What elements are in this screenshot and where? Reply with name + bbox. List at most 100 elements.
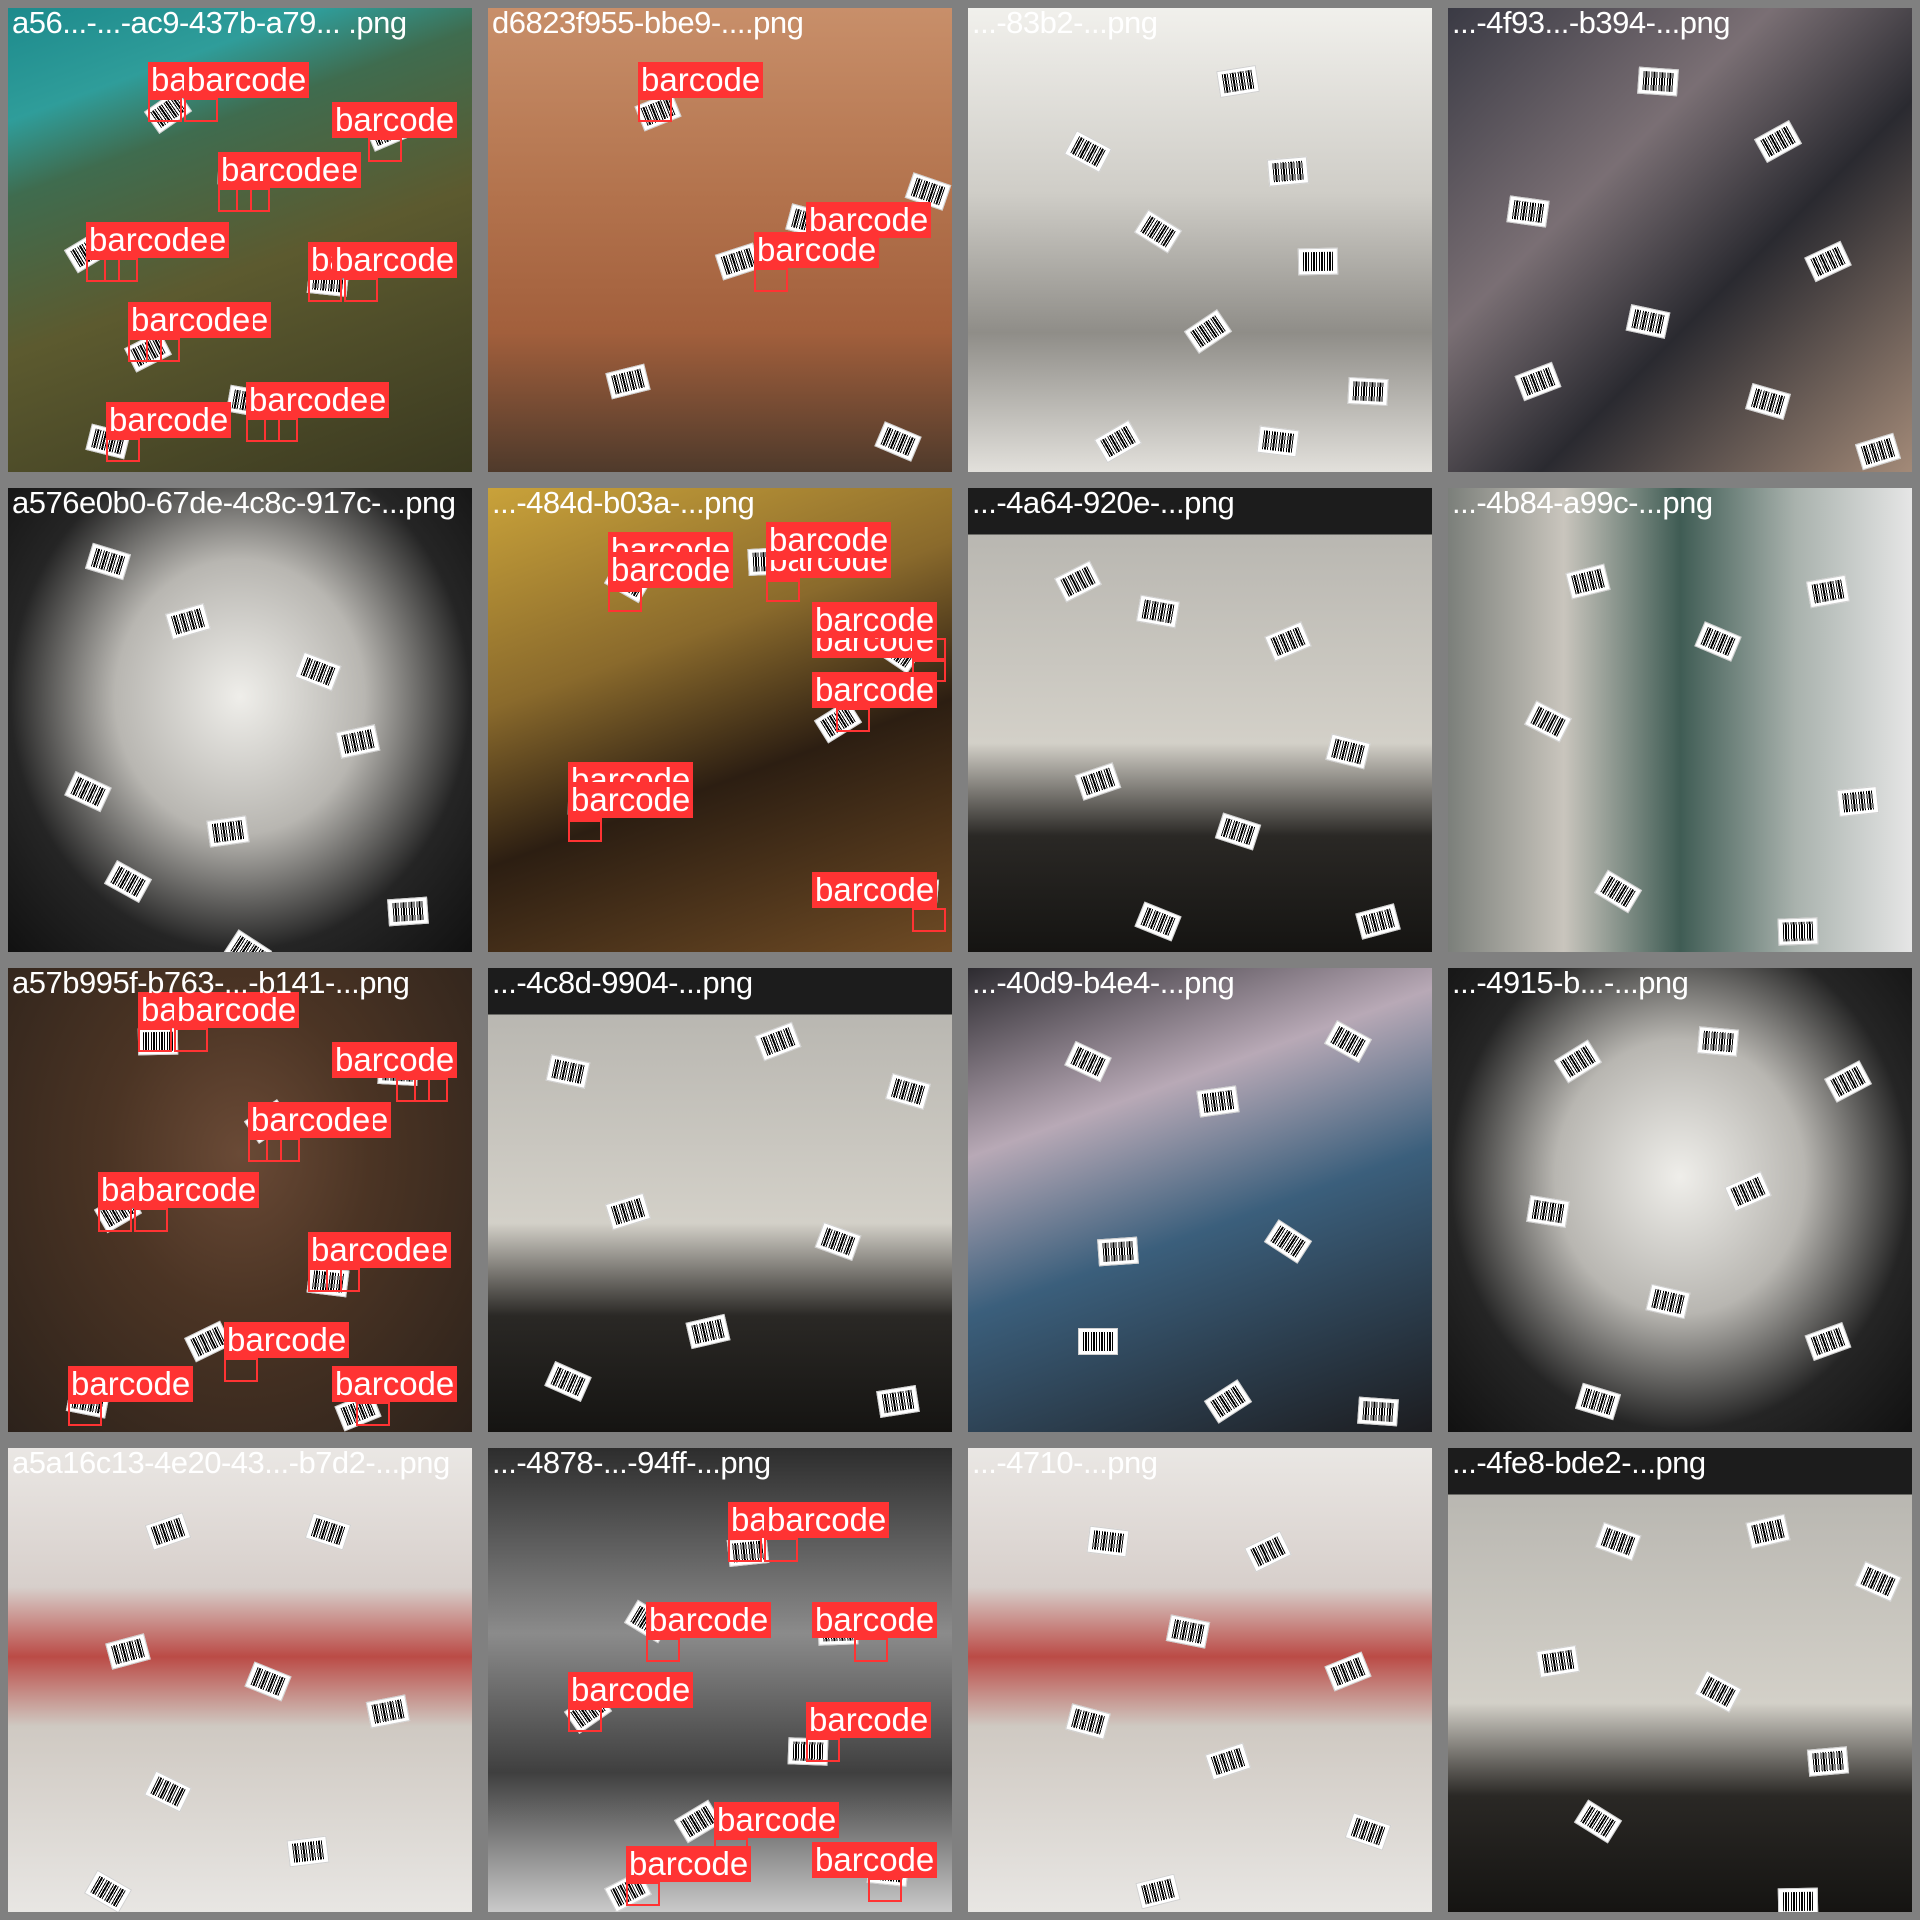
barcode-sticker [1086,1525,1130,1558]
tile-filename-label: a56...-...-ac9-437b-a79... .png [12,8,407,40]
detection-box [174,1028,208,1052]
tile-filename-label: ...-4a64-920e-...png [972,488,1235,520]
tile-photo [1448,488,1912,952]
mosaic-tile: barcode barcode barcode d6823f955-bbe9-....… [488,8,952,472]
detection-label: barcode [812,1602,938,1638]
tile-filename-label: d6823f955-bbe9-....png [492,8,804,40]
detection-label: barcode [308,1232,434,1268]
detection-label: barcode [332,1366,458,1402]
detection-box [912,638,946,662]
detection-box [266,1138,300,1162]
tile-photo [1448,8,1912,472]
tile-photo [968,488,1432,952]
barcode-sticker [1196,1085,1240,1118]
detection-box [868,1878,902,1902]
detection-box [224,1358,258,1382]
barcode-sticker [1637,66,1679,97]
tile-filename-label: ...-4c8d-9904-...png [492,968,753,1000]
mosaic-tile: a576e0b0-67de-4c8c-917c-...png [8,488,472,952]
detection-box [326,1268,360,1292]
detection-box [344,278,378,302]
detection-box [568,1708,602,1732]
detection-box [836,708,870,732]
detection-box [754,268,788,292]
detection-label: barcode [68,1366,194,1402]
detection-box [134,1208,168,1232]
detection-box [104,258,138,282]
detection-box [646,1638,680,1662]
detection-label: barcode [812,672,938,708]
detection-box [806,1738,840,1762]
detection-label: barcode [638,62,764,98]
barcode-sticker [1836,785,1880,818]
detection-box [414,1078,448,1102]
barcode-sticker [286,1835,330,1868]
barcode-sticker [1078,1328,1118,1355]
barcode-sticker [1696,1026,1740,1057]
detection-box [308,278,342,302]
detection-box [854,1638,888,1662]
detection-label: barcode [568,1672,694,1708]
tile-filename-label: ...-4710-...png [972,1448,1158,1480]
detection-box [86,258,120,282]
barcode-sticker [1777,917,1819,946]
barcode-sticker [1806,1746,1850,1777]
barcode-sticker [1347,376,1389,407]
detection-box [264,418,298,442]
mosaic-tile: ...-40d9-b4e4-...png [968,968,1432,1432]
detection-label: barcode [568,782,694,818]
tile-filename-label: ...-83b2-...png [972,8,1158,40]
detection-box [766,558,800,582]
detection-label: barcode [174,992,300,1028]
tile-photo [8,488,472,952]
detection-box [138,1028,172,1052]
detection-label: barcode [714,1802,840,1838]
mosaic-tile: ...-4fe8-bde2-...png [1448,1448,1912,1912]
detection-label: barcode [134,1172,260,1208]
tile-filename-label: ...-4f93...-b394-...png [1452,8,1731,40]
detection-label: barcode [766,522,892,558]
tile-filename-label: ...-40d9-b4e4-...png [972,968,1235,1000]
mosaic-tile: barcode barcode barcode barcode barcode barco… [488,488,952,952]
detection-box [246,418,280,442]
tile-photo [1448,968,1912,1432]
tile-photo [1448,1448,1912,1912]
detection-label: barcode [218,152,344,188]
detection-label: barcode [332,102,458,138]
detection-box [608,588,642,612]
barcode-sticker [1357,1396,1399,1427]
mosaic-tile: barcode barcode barcode barcode barcode barco… [8,8,472,472]
barcode-sticker [1777,1887,1819,1912]
detection-box [308,1268,342,1292]
detection-label: barcode [806,1702,932,1738]
mosaic-tile: ...-4f93...-b394-...png [1448,8,1912,472]
detection-label: barcode [608,552,734,588]
mosaic-tile: barcode barcode barcode barcode barcode barco… [8,968,472,1432]
detection-box [368,138,402,162]
detection-box [626,1882,660,1906]
detection-label: barcode [646,1602,772,1638]
detection-box [236,188,270,212]
barcode-sticker [1266,156,1310,187]
detection-label: barcode [128,302,254,338]
barcode-sticker [1256,425,1300,458]
tile-photo [488,968,952,1432]
tile-filename-label: ...-4b84-a99c-...png [1452,488,1713,520]
detection-label: barcode [224,1322,350,1358]
detection-box [106,438,140,462]
detection-box [98,1208,132,1232]
detection-box [912,908,946,932]
tile-filename-label: a57b995f-b763-...-b141-...png [12,968,410,1000]
barcode-sticker [1097,1236,1139,1267]
barcode-sticker [1297,247,1339,276]
mosaic-tile: ...-4a64-920e-...png [968,488,1432,952]
mosaic-tile: a5a16c13-4e20-43...-b7d2-...png [8,1448,472,1912]
mosaic-tile: ...-4c8d-9904-...png [488,968,952,1432]
detection-box [766,578,800,602]
detection-box [728,1538,762,1562]
detection-box [248,1138,282,1162]
detection-box [568,818,602,842]
tile-filename-label: ...-4878-...-94ff-...png [492,1448,771,1480]
detection-label: barcode [626,1846,752,1882]
detection-box [184,98,218,122]
